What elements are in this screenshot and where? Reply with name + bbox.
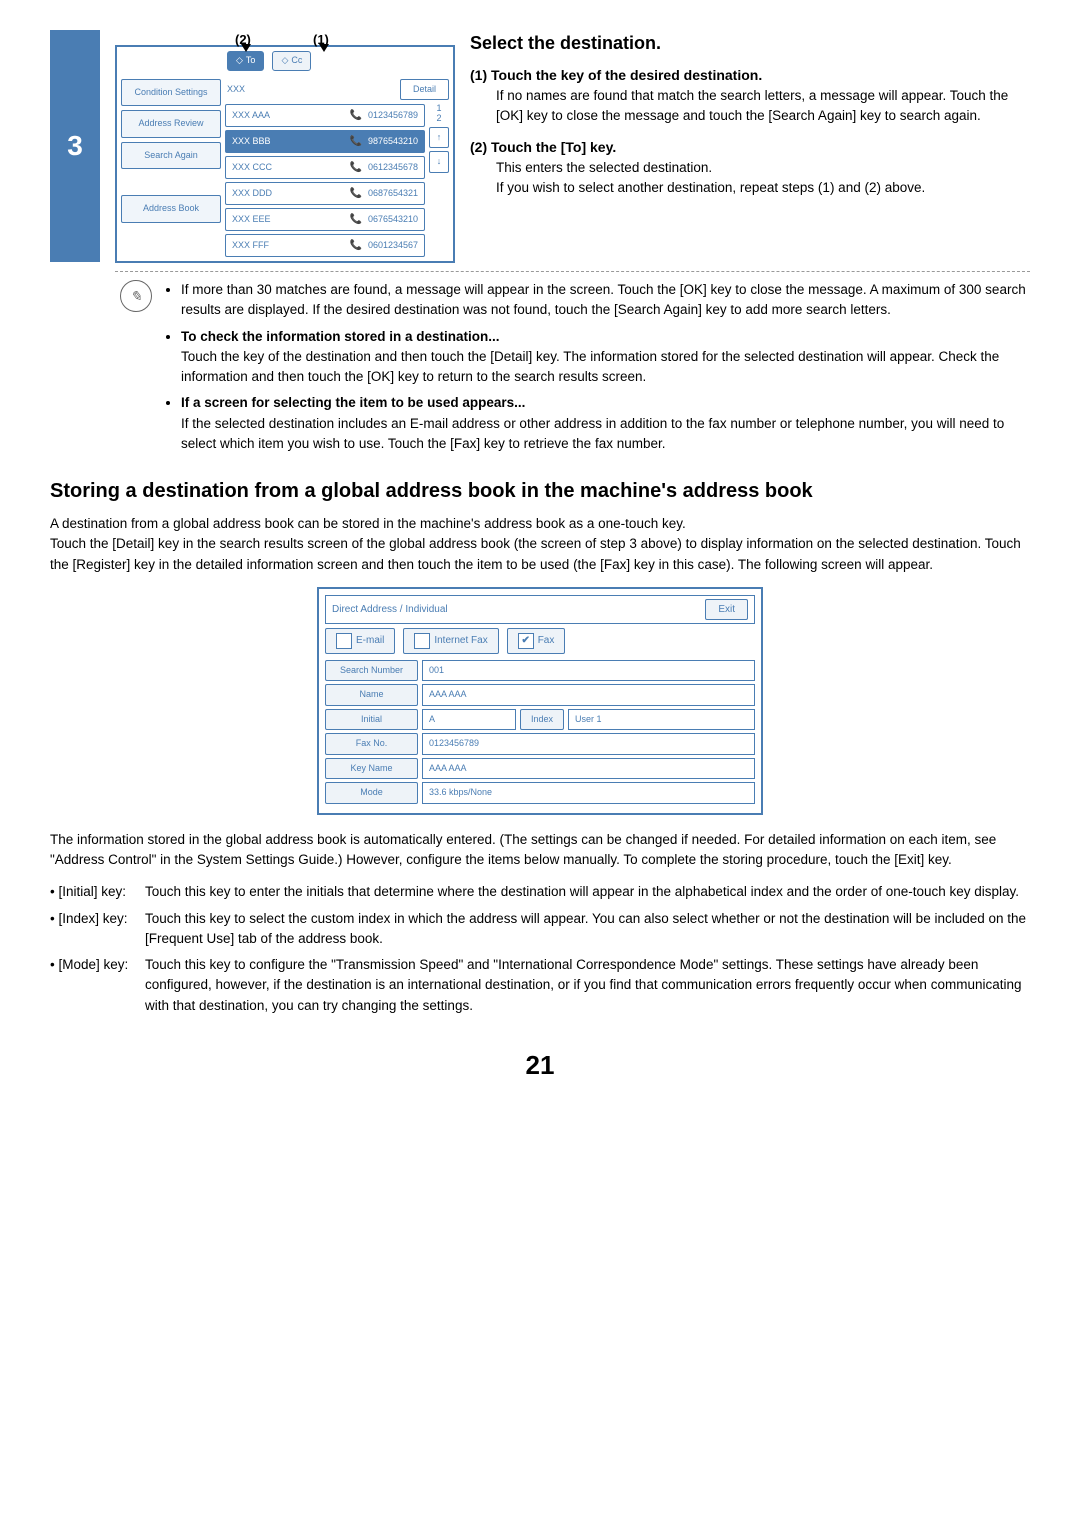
step-number: 3 xyxy=(50,30,100,262)
list-row[interactable]: XXX EEE📞0676543210 xyxy=(225,208,425,231)
page-number: 21 xyxy=(50,1046,1030,1085)
direct-address-dialog: Direct Address / Individual Exit E-mail I… xyxy=(317,587,763,815)
key-desc-1: Touch this key to select the custom inde… xyxy=(145,909,1030,950)
index-button[interactable]: Index xyxy=(520,709,564,731)
cc-button[interactable]: ◇ Cc xyxy=(272,51,311,71)
exit-button[interactable]: Exit xyxy=(705,599,748,620)
sub-head-1: (2) Touch the [To] key. xyxy=(470,137,1030,158)
paragraph-2: The information stored in the global add… xyxy=(50,830,1030,871)
key-label-2: • [Mode] key: xyxy=(50,955,145,1016)
key-desc-2: Touch this key to configure the "Transmi… xyxy=(145,955,1030,1016)
sidebar-btn-3[interactable]: Address Book xyxy=(121,195,221,223)
arrow-1 xyxy=(319,44,329,52)
scroll-down[interactable]: ↓ xyxy=(429,151,449,173)
dlg-tab-0[interactable]: E-mail xyxy=(325,628,395,654)
dlg-lbl-5[interactable]: Mode xyxy=(325,782,418,804)
detail-button[interactable]: Detail xyxy=(400,79,449,101)
paragraph-1: A destination from a global address book… xyxy=(50,514,1030,575)
note-0: If more than 30 matches are found, a mes… xyxy=(181,280,1030,321)
dlg-val-2: A xyxy=(422,709,516,731)
section-heading: Storing a destination from a global addr… xyxy=(50,478,1030,504)
note-icon: ✎ xyxy=(120,280,152,312)
dlg-lbl-0[interactable]: Search Number xyxy=(325,660,418,682)
dlg-val-3: 0123456789 xyxy=(422,733,755,755)
list-row[interactable]: XXX FFF📞0601234567 xyxy=(225,234,425,257)
dlg-val-1: AAA AAA xyxy=(422,684,755,706)
dlg-lbl-3[interactable]: Fax No. xyxy=(325,733,418,755)
dialog-title: Direct Address / Individual xyxy=(332,602,448,617)
list-row[interactable]: XXX CCC📞0612345678 xyxy=(225,156,425,179)
sub-body-1: This enters the selected destination.If … xyxy=(470,158,1030,199)
dlg-val-5: 33.6 kbps/None xyxy=(422,782,755,804)
address-screenshot: (2) (1) ◇ To ◇ Cc Condition SettingsAddr… xyxy=(115,30,455,263)
key-desc-0: Touch this key to enter the initials tha… xyxy=(145,882,1030,902)
dlg-lbl-2[interactable]: Initial xyxy=(325,709,418,731)
key-label-0: • [Initial] key: xyxy=(50,882,145,902)
sidebar-btn-0[interactable]: Condition Settings xyxy=(121,79,221,107)
dlg-val-0: 001 xyxy=(422,660,755,682)
scroll-up[interactable]: ↑ xyxy=(429,127,449,149)
search-label: XXX xyxy=(225,81,247,99)
sub-head-0: (1) Touch the key of the desired destina… xyxy=(470,65,1030,86)
step-title: Select the destination. xyxy=(470,30,1030,57)
arrow-2 xyxy=(241,44,251,52)
dlg-tab-2[interactable]: ✔Fax xyxy=(507,628,566,654)
dlg-tab-1[interactable]: Internet Fax xyxy=(403,628,498,654)
dlg-lbl-4[interactable]: Key Name xyxy=(325,758,418,780)
list-row[interactable]: XXX BBB📞9876543210 xyxy=(225,130,425,153)
note-1: To check the information stored in a des… xyxy=(181,327,1030,388)
dlg-val-4: AAA AAA xyxy=(422,758,755,780)
dlg-lbl-1[interactable]: Name xyxy=(325,684,418,706)
to-button[interactable]: ◇ To xyxy=(227,51,264,71)
sub-body-0: If no names are found that match the sea… xyxy=(470,86,1030,127)
list-row[interactable]: XXX DDD📞0687654321 xyxy=(225,182,425,205)
sidebar-btn-1[interactable]: Address Review xyxy=(121,110,221,138)
list-row[interactable]: XXX AAA📞0123456789 xyxy=(225,104,425,127)
key-label-1: • [Index] key: xyxy=(50,909,145,950)
note-2: If a screen for selecting the item to be… xyxy=(181,393,1030,454)
sidebar-btn-2[interactable]: Search Again xyxy=(121,142,221,170)
divider xyxy=(115,271,1030,272)
